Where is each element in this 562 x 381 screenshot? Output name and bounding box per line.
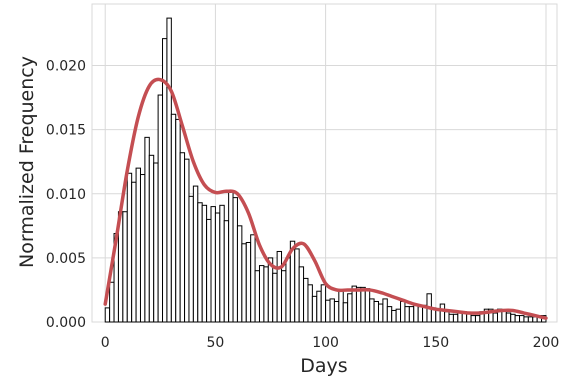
histogram-bar	[192, 185, 199, 323]
histogram-bar	[369, 298, 375, 323]
histogram-bar	[232, 197, 238, 323]
histogram-bar	[188, 195, 194, 323]
histogram-bar	[510, 313, 516, 323]
histogram-bar	[395, 308, 402, 323]
histogram-bar	[457, 312, 463, 323]
histogram-bar	[197, 202, 203, 323]
histogram-bar	[214, 212, 221, 323]
histogram-bar	[316, 290, 322, 323]
histogram-bar	[210, 206, 216, 323]
histogram-bar	[408, 306, 415, 323]
histogram-bar	[170, 113, 177, 323]
histogram-bar	[148, 154, 155, 323]
histogram-bar	[228, 191, 234, 323]
histogram-bar	[250, 234, 256, 323]
histogram-bar	[448, 313, 454, 323]
histogram-bar	[452, 313, 459, 323]
y-tick-label: 0.015	[46, 123, 86, 139]
x-tick-label: 50	[206, 335, 224, 351]
histogram-bar	[307, 284, 313, 323]
y-tick-label: 0.010	[46, 187, 86, 203]
histogram-bar	[263, 266, 269, 323]
histogram-bar	[126, 172, 133, 323]
histogram-bar	[342, 302, 349, 323]
density-curve	[103, 77, 548, 320]
histogram-bar	[444, 311, 450, 323]
y-axis-ticks: 0.000 0.005 0.010 0.015 0.020	[46, 59, 86, 331]
histogram-bar	[338, 290, 344, 323]
histogram-bar	[254, 270, 260, 323]
histogram-bar	[474, 315, 481, 323]
y-tick-label: 0.020	[46, 59, 86, 75]
histogram-bar	[364, 288, 371, 323]
histogram-bar	[527, 316, 534, 323]
histogram-bar	[139, 174, 146, 323]
histogram-bar	[153, 162, 159, 323]
histogram-bar	[391, 309, 397, 323]
x-tick-label: 100	[312, 335, 339, 351]
histogram-bar	[303, 277, 309, 323]
histogram-bar	[245, 242, 252, 323]
histogram-bar	[144, 136, 150, 323]
histogram-bar	[135, 167, 141, 323]
histogram-bar	[157, 94, 164, 323]
histogram-bar	[122, 211, 128, 323]
histogram-bar	[131, 181, 137, 323]
histogram-bar	[320, 284, 327, 323]
histogram-bar	[298, 266, 305, 323]
histogram-bar	[355, 286, 362, 323]
histogram-bar	[179, 152, 186, 323]
histogram-bar	[404, 306, 410, 323]
histogram-bar	[439, 303, 446, 323]
histogram-bar	[175, 118, 181, 323]
histogram-bar	[272, 272, 278, 323]
histogram-bar	[501, 309, 507, 323]
histogram-bar	[333, 300, 340, 323]
histogram-bar	[325, 299, 331, 323]
histogram-bar	[201, 204, 208, 323]
histogram-bar	[276, 250, 283, 323]
histogram-bar	[109, 281, 115, 323]
y-tick-label: 0.000	[46, 315, 86, 331]
histogram-bar	[347, 293, 353, 323]
histogram-bar	[505, 312, 512, 323]
histogram-bar	[184, 158, 190, 323]
x-axis-ticks: 0 50 100 150 200	[101, 335, 560, 351]
histogram-bar	[373, 300, 379, 323]
histogram-bar	[514, 315, 521, 323]
histogram-bar	[294, 248, 300, 323]
histogram-bars	[104, 17, 547, 323]
x-tick-label: 0	[101, 335, 110, 351]
histogram-bar	[523, 316, 529, 323]
histogram-bar	[166, 17, 172, 323]
histogram-bar	[241, 243, 247, 323]
histogram-bar	[360, 286, 366, 323]
histogram-bar	[382, 298, 388, 323]
histogram-bar	[413, 304, 419, 323]
histogram-bar	[281, 270, 287, 323]
histogram-bar	[236, 225, 243, 323]
histogram-bar	[329, 298, 335, 323]
histogram-bar	[470, 315, 476, 323]
histogram-bar	[492, 312, 498, 323]
histogram-bar	[219, 204, 225, 323]
histogram-bar	[206, 218, 212, 323]
x-tick-label: 150	[422, 335, 449, 351]
histogram-bar	[519, 315, 525, 323]
histogram-bar	[223, 220, 230, 323]
histogram-bar	[417, 306, 424, 323]
histogram-bar	[386, 306, 393, 323]
histogram-bar	[377, 303, 384, 323]
histogram-bar	[400, 300, 406, 323]
histogram-bar	[285, 257, 291, 323]
x-axis-label: Days	[300, 355, 347, 377]
y-axis-label: Normalized Frequency	[16, 56, 38, 268]
histogram-bar	[104, 307, 111, 323]
histogram-bar	[311, 295, 318, 323]
histogram-bar	[258, 265, 265, 323]
y-tick-label: 0.005	[46, 251, 86, 267]
x-tick-label: 200	[533, 335, 560, 351]
